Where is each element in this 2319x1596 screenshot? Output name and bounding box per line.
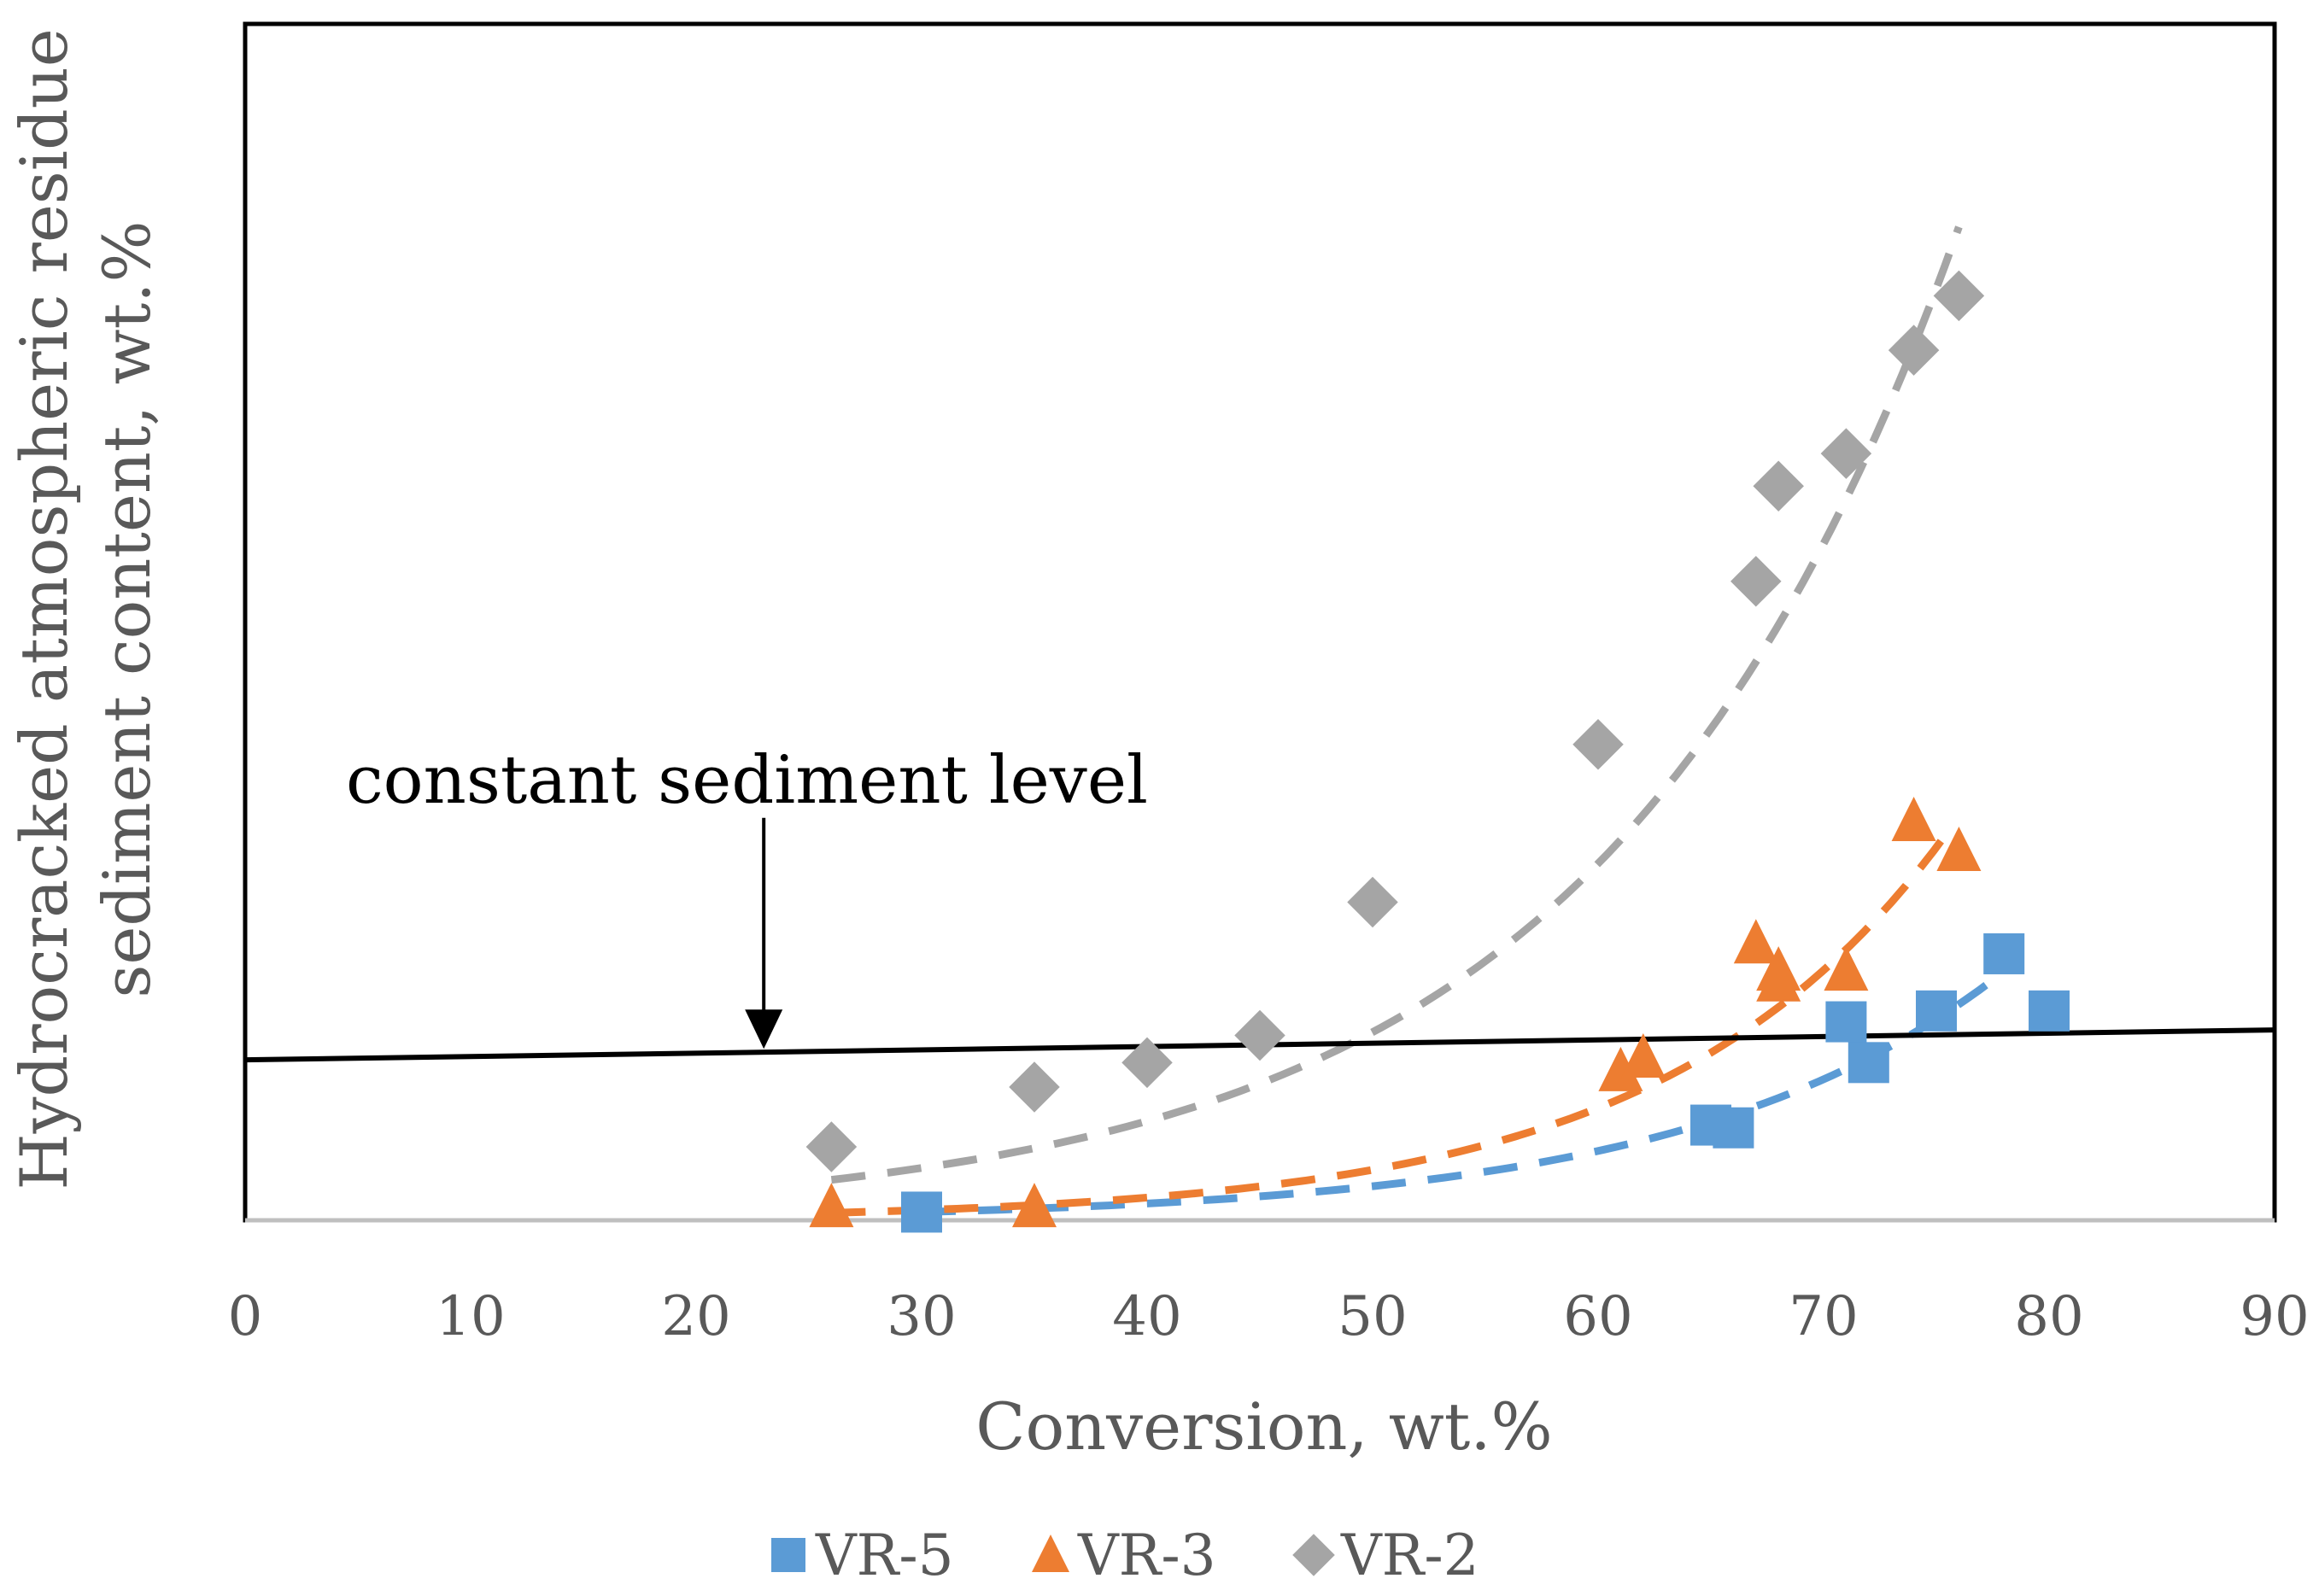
vr-3-trendline — [831, 829, 1951, 1217]
legend-item-vr-5: VR-5 — [771, 1523, 954, 1588]
vr-2-point — [1347, 876, 1398, 928]
annotation-arrow-head — [745, 1009, 783, 1049]
vr-2-point — [1572, 719, 1624, 770]
legend-label: VR-5 — [815, 1523, 954, 1588]
legend-marker-triangle-icon — [1032, 1535, 1069, 1572]
vr-3-point — [1824, 946, 1869, 991]
vr-2-point — [1753, 460, 1804, 512]
vr-5-trendline — [921, 977, 1995, 1216]
vr-2-trendline — [830, 225, 1963, 1184]
vr-3-point — [1733, 919, 1778, 964]
x-tick-label: 70 — [1789, 1285, 1858, 1348]
vr-3-point — [1598, 1046, 1643, 1091]
vr-5-point — [2029, 990, 2070, 1032]
legend-marker-square-icon — [771, 1538, 805, 1572]
x-axis-title: Conversion, wt.% — [975, 1388, 1552, 1464]
vr-3-point — [1756, 956, 1801, 1002]
vr-2-point — [1730, 555, 1782, 607]
vr-3-point — [1891, 796, 1936, 841]
vr-3-point — [809, 1183, 854, 1228]
x-tick-label: 90 — [2240, 1285, 2309, 1348]
constant-sediment-level-label: constant sediment level — [346, 742, 1148, 819]
vr-5-point — [1916, 990, 1957, 1032]
x-tick-label: 0 — [228, 1285, 263, 1348]
vr-5-point — [1713, 1107, 1754, 1149]
data-markers — [805, 270, 2070, 1233]
legend-marker-diamond-icon — [1292, 1534, 1335, 1576]
y-axis-title-line: Hydrocracked atmospheric residue — [6, 28, 82, 1190]
vr-5-point — [1825, 1001, 1867, 1043]
vr-3-point — [1620, 1032, 1666, 1078]
legend-item-vr-3: VR-3 — [1032, 1523, 1216, 1588]
legend-label: VR-2 — [1340, 1523, 1479, 1588]
vr-2-point — [1009, 1061, 1060, 1113]
legend-label: VR-3 — [1077, 1523, 1216, 1588]
vr-3-point — [1936, 826, 1982, 871]
y-axis-title: Hydrocracked atmospheric residue sediment… — [6, 28, 165, 1190]
legend: VR-5 VR-3 VR-2 — [771, 1523, 1479, 1588]
vr-2-point — [805, 1121, 858, 1172]
legend-item-vr-2: VR-2 — [1292, 1523, 1479, 1588]
vr-2-point — [1888, 324, 1940, 376]
vr-2-point — [1234, 1009, 1285, 1061]
x-tick-label: 80 — [2014, 1285, 2083, 1348]
x-tick-label: 40 — [1112, 1285, 1181, 1348]
vr-3-point — [1012, 1183, 1057, 1228]
x-tick-label: 60 — [1563, 1285, 1632, 1348]
vr-5-point — [1848, 1042, 1889, 1084]
vr-2-point — [1933, 270, 1985, 322]
x-axis-ticks: 0 10 20 30 40 50 60 70 80 90 — [228, 1285, 2310, 1348]
x-tick-label: 50 — [1338, 1285, 1407, 1348]
trendlines — [830, 225, 1995, 1217]
vr-2-point — [1820, 428, 1872, 479]
x-tick-label: 20 — [661, 1285, 730, 1348]
x-tick-label: 30 — [887, 1285, 956, 1348]
y-axis-title-line: sediment content, wt.% — [89, 220, 165, 997]
vr-5-point — [1983, 932, 2025, 974]
x-tick-label: 10 — [436, 1285, 505, 1348]
vr-2-point — [1121, 1037, 1173, 1089]
plot-area — [243, 21, 2277, 1223]
vr-5-point — [901, 1191, 942, 1233]
